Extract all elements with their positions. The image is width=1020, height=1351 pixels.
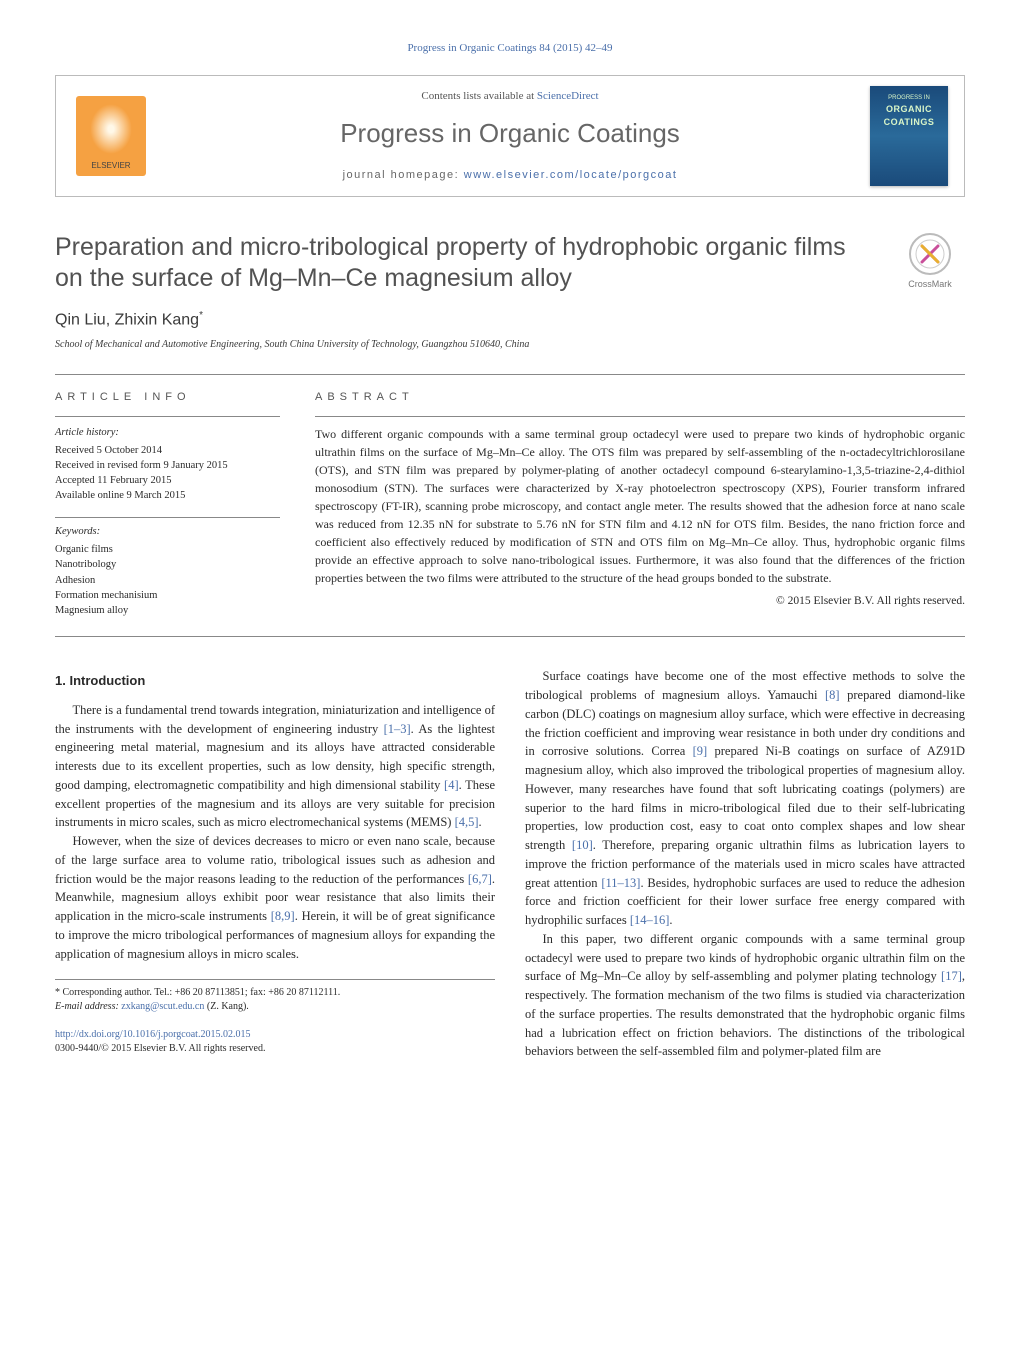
email-label: E-mail address: (55, 1001, 121, 1012)
cover-cell: PROGRESS IN ORGANIC COATINGS (854, 76, 964, 196)
author-names: Qin Liu, Zhixin Kang (55, 311, 199, 328)
crossmark-icon (908, 232, 952, 276)
journal-header: ELSEVIER Contents lists available at Sci… (55, 75, 965, 197)
ref-link[interactable]: [6,7] (468, 872, 492, 886)
elsevier-label: ELSEVIER (91, 160, 130, 172)
top-citation: Progress in Organic Coatings 84 (2015) 4… (55, 40, 965, 57)
affiliation: School of Mechanical and Automotive Engi… (55, 337, 965, 352)
journal-name: Progress in Organic Coatings (176, 114, 844, 153)
intro-heading: 1. Introduction (55, 671, 495, 691)
ref-link[interactable]: [4,5] (455, 815, 479, 829)
body-para: There is a fundamental trend towards int… (55, 701, 495, 832)
keyword: Nanotribology (55, 557, 280, 572)
article-title: Preparation and micro-tribological prope… (55, 232, 875, 295)
elsevier-logo-icon: ELSEVIER (76, 96, 146, 176)
keyword: Adhesion (55, 573, 280, 588)
history-revised: Received in revised form 9 January 2015 (55, 458, 280, 473)
history-head: Article history: (55, 425, 280, 441)
ref-link[interactable]: [8,9] (271, 909, 295, 923)
ref-link[interactable]: [10] (572, 838, 593, 852)
history-received: Received 5 October 2014 (55, 443, 280, 458)
sciencedirect-link[interactable]: ScienceDirect (537, 90, 599, 102)
corr-author-line: * Corresponding author. Tel.: +86 20 871… (55, 986, 495, 1000)
article-info-label: article info (55, 389, 280, 406)
homepage-prefix: journal homepage: (343, 169, 464, 181)
abstract-text: Two different organic compounds with a s… (315, 425, 965, 587)
header-center: Contents lists available at ScienceDirec… (166, 76, 854, 196)
history-accepted: Accepted 11 February 2015 (55, 473, 280, 488)
ref-link[interactable]: [14–16] (630, 913, 670, 927)
publisher-logo-cell: ELSEVIER (56, 76, 166, 196)
body-para: However, when the size of devices decrea… (55, 832, 495, 963)
keyword: Formation mechanisium (55, 588, 280, 603)
contents-prefix: Contents lists available at (421, 90, 536, 102)
homepage-link[interactable]: www.elsevier.com/locate/porgcoat (464, 169, 678, 181)
ref-link[interactable]: [1–3] (384, 722, 411, 736)
cover-small-text: PROGRESS IN (888, 94, 930, 103)
journal-cover-icon: PROGRESS IN ORGANIC COATINGS (870, 86, 948, 186)
corr-email-line: E-mail address: zxkang@scut.edu.cn (Z. K… (55, 1000, 495, 1014)
doi-block: http://dx.doi.org/10.1016/j.porgcoat.201… (55, 1028, 495, 1056)
keywords-list: Organic films Nanotribology Adhesion For… (55, 542, 280, 618)
ref-link[interactable]: [17] (941, 969, 962, 983)
contents-line: Contents lists available at ScienceDirec… (176, 88, 844, 105)
corresponding-footer: * Corresponding author. Tel.: +86 20 871… (55, 979, 495, 1014)
issn-line: 0300-9440/© 2015 Elsevier B.V. All right… (55, 1042, 495, 1056)
abstract-copyright: © 2015 Elsevier B.V. All rights reserved… (315, 593, 965, 610)
crossmark-badge[interactable]: CrossMark (895, 232, 965, 292)
crossmark-label: CrossMark (908, 279, 952, 289)
ref-link[interactable]: [8] (825, 688, 840, 702)
keyword: Magnesium alloy (55, 603, 280, 618)
ref-link[interactable]: [4] (444, 778, 459, 792)
abstract-column: abstract Two different organic compounds… (315, 389, 965, 618)
history-list: Received 5 October 2014 Received in revi… (55, 443, 280, 504)
ref-link[interactable]: [9] (693, 744, 708, 758)
body-columns: 1. Introduction There is a fundamental t… (55, 667, 965, 1061)
keywords-head: Keywords: (55, 524, 280, 540)
abstract-label: abstract (315, 389, 965, 406)
cover-big-2: COATINGS (884, 116, 935, 130)
homepage-line: journal homepage: www.elsevier.com/locat… (176, 167, 844, 184)
corr-marker: * (199, 310, 203, 321)
keyword: Organic films (55, 542, 280, 557)
body-para: Surface coatings have become one of the … (525, 667, 965, 930)
body-para: In this paper, two different organic com… (525, 930, 965, 1061)
email-suffix: (Z. Kang). (204, 1001, 248, 1012)
rule-bottom (55, 636, 965, 637)
email-link[interactable]: zxkang@scut.edu.cn (121, 1001, 204, 1012)
article-info-column: article info Article history: Received 5… (55, 389, 280, 618)
ref-link[interactable]: [11–13] (601, 876, 640, 890)
top-citation-link[interactable]: Progress in Organic Coatings 84 (2015) 4… (407, 42, 612, 54)
history-online: Available online 9 March 2015 (55, 488, 280, 503)
authors: Qin Liu, Zhixin Kang* (55, 308, 965, 332)
doi-link[interactable]: http://dx.doi.org/10.1016/j.porgcoat.201… (55, 1029, 250, 1040)
cover-big-1: ORGANIC (886, 103, 932, 117)
